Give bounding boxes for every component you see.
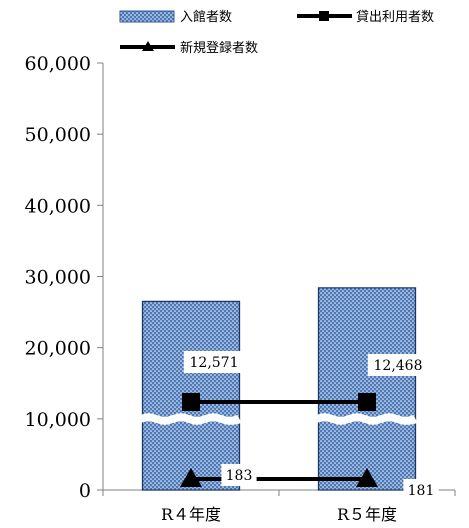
legend-item-borrowers: 貸出利用者数 — [297, 9, 434, 25]
legend-item-new-registrations: 新規登録者数 — [120, 40, 258, 56]
axis-break-band — [316, 413, 418, 425]
data-label-bg — [183, 351, 245, 373]
marker-borrowers — [182, 393, 200, 411]
axis-break-band — [140, 413, 242, 425]
legend-label-visitors: 入館者数 — [180, 10, 232, 25]
x-category-label: R４年度 — [161, 505, 221, 524]
y-tick-label: 40,000 — [25, 195, 91, 217]
y-tick-label: 20,000 — [25, 338, 91, 360]
data-label-new-registrations: 181 — [408, 483, 435, 499]
data-label-borrowers: 12,571 — [190, 355, 239, 371]
marker-borrowers — [358, 393, 376, 411]
legend-marker-new-registrations — [142, 41, 154, 51]
data-label-bg — [367, 354, 429, 376]
data-label-bg — [221, 464, 257, 486]
marker-new-registrations — [356, 468, 378, 487]
data-label-borrowers: 12,468 — [374, 358, 423, 374]
plot-area: 0 10,000 20,000 30,000 40,000 50,000 60,000 R４年… — [25, 53, 456, 524]
y-tick-label: 50,000 — [25, 124, 91, 146]
y-tick-label: 10,000 — [25, 409, 91, 431]
legend-label-new-registrations: 新規登録者数 — [180, 40, 258, 56]
y-tick-label: 60,000 — [25, 53, 91, 75]
data-label-bg — [403, 479, 439, 501]
y-tick-label: 30,000 — [25, 267, 91, 289]
legend-swatch-visitors — [119, 10, 175, 23]
data-label-new-registrations: 183 — [226, 468, 253, 484]
y-tick-label: 0 — [79, 480, 91, 502]
x-category-label: R５年度 — [337, 505, 397, 524]
bar-visitors — [317, 287, 417, 491]
legend-label-borrowers: 貸出利用者数 — [356, 9, 434, 25]
legend-marker-borrowers — [319, 11, 329, 21]
legend-item-visitors: 入館者数 — [119, 10, 232, 25]
marker-new-registrations — [180, 468, 202, 487]
legend: 入館者数 貸出利用者数 新規登録者数 — [119, 9, 434, 56]
